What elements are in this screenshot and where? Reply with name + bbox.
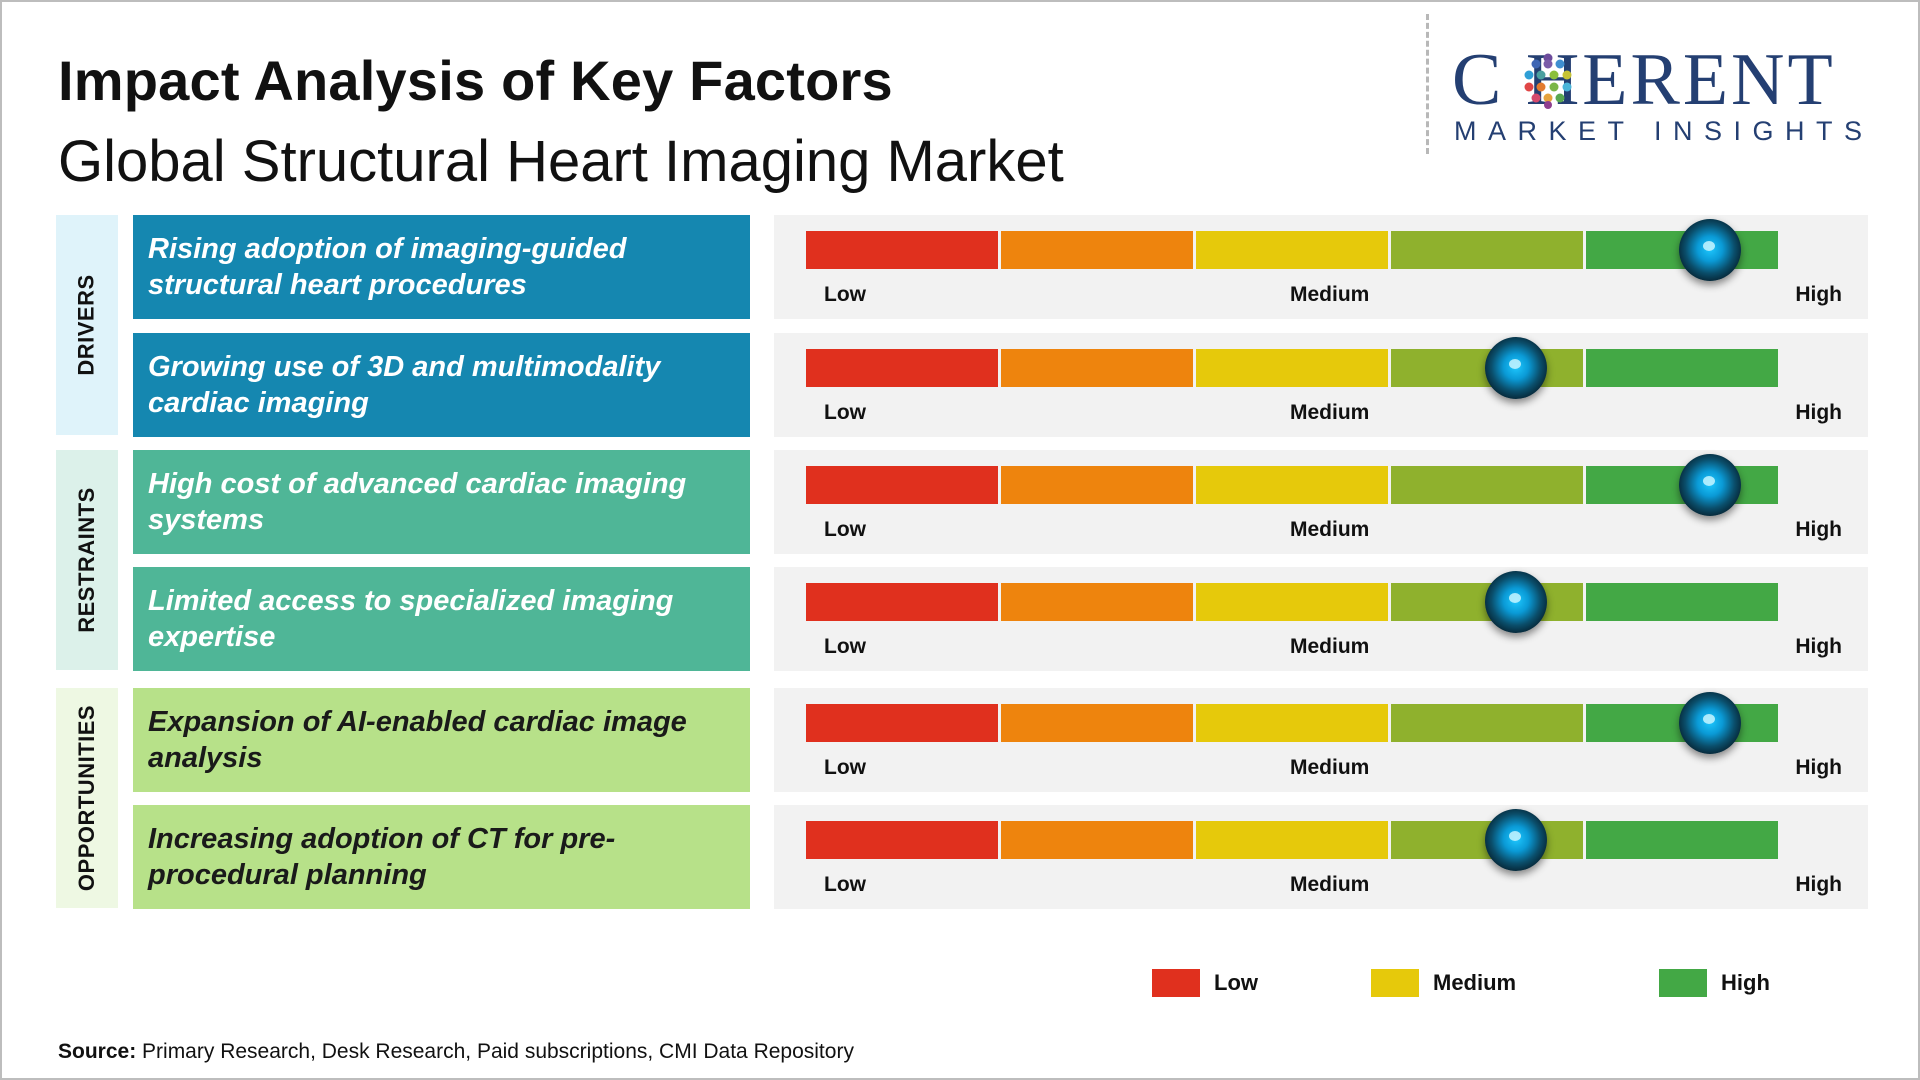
scale-segment xyxy=(806,704,998,742)
impact-meter: Low Medium High xyxy=(774,450,1868,554)
scale-segment xyxy=(1586,821,1778,859)
legend-item-low: Low xyxy=(1152,968,1258,998)
source-label: Source: xyxy=(58,1040,137,1063)
impact-scale-bar xyxy=(806,583,1778,621)
impact-meter: Low Medium High xyxy=(774,567,1868,671)
category-tab-opportunities: OPPORTUNITIES xyxy=(56,688,118,908)
factor-label: Increasing adoption of CT for pre-proced… xyxy=(148,823,616,891)
impact-meter: Low Medium High xyxy=(774,805,1868,909)
scale-label-high: High xyxy=(1795,518,1842,541)
scale-label-low: Low xyxy=(824,401,866,424)
impact-indicator-knob xyxy=(1484,337,1547,399)
source-note: Source: Primary Research, Desk Research,… xyxy=(58,1040,854,1064)
scale-segment xyxy=(1001,466,1193,504)
scale-segment xyxy=(806,583,998,621)
legend-swatch-high xyxy=(1659,969,1707,997)
legend-item-medium: Medium xyxy=(1371,968,1516,998)
scale-label-medium: Medium xyxy=(1290,635,1370,658)
scale-label-low: Low xyxy=(824,283,866,306)
impact-meter: Low Medium High xyxy=(774,333,1868,437)
impact-scale-bar xyxy=(806,821,1778,859)
scale-segment xyxy=(1391,466,1583,504)
legend-label-medium: Medium xyxy=(1433,970,1517,995)
impact-scale-bar xyxy=(806,704,1778,742)
impact-scale-bar xyxy=(806,349,1778,387)
scale-label-low: Low xyxy=(824,756,866,779)
scale-segment xyxy=(1196,821,1388,859)
logo-wordmark: C HERENT xyxy=(1452,39,1836,121)
impact-scale-bar xyxy=(806,466,1778,504)
coherent-logo: C HERENT MARKET INSIGHTS xyxy=(1452,40,1892,150)
scale-segment xyxy=(806,349,998,387)
factor-box: High cost of advanced cardiac imaging sy… xyxy=(133,450,750,554)
page-title: Impact Analysis of Key Factors xyxy=(58,49,893,112)
impact-indicator-knob xyxy=(1484,809,1547,871)
scale-label-medium: Medium xyxy=(1290,518,1370,541)
legend-swatch-low xyxy=(1152,969,1200,997)
scale-segment xyxy=(1586,583,1778,621)
logo-divider xyxy=(1426,14,1429,154)
scale-label-high: High xyxy=(1795,756,1842,779)
impact-indicator-knob xyxy=(1678,219,1741,281)
factor-label: Growing use of 3D and multimodality card… xyxy=(148,351,661,419)
logo-tagline: MARKET INSIGHTS xyxy=(1454,116,1874,146)
category-label-opportunities: OPPORTUNITIES xyxy=(74,704,99,892)
scale-segment xyxy=(806,231,998,269)
impact-indicator-knob xyxy=(1678,454,1741,516)
scale-label-low: Low xyxy=(824,518,866,541)
scale-label-medium: Medium xyxy=(1290,756,1370,779)
factor-box: Growing use of 3D and multimodality card… xyxy=(133,333,750,437)
scale-label-low: Low xyxy=(824,635,866,658)
page-subtitle: Global Structural Heart Imaging Market xyxy=(58,129,1064,194)
scale-segment xyxy=(1391,704,1583,742)
category-tab-restraints: RESTRAINTS xyxy=(56,450,118,670)
factor-box: Limited access to specialized imaging ex… xyxy=(133,567,750,671)
scale-label-high: High xyxy=(1795,283,1842,306)
scale-segment xyxy=(1586,349,1778,387)
scale-label-medium: Medium xyxy=(1290,283,1370,306)
scale-segment xyxy=(806,821,998,859)
scale-segment xyxy=(1391,231,1583,269)
scale-segment xyxy=(1001,583,1193,621)
legend-label-high: High xyxy=(1721,970,1770,995)
impact-meter: Low Medium High xyxy=(774,688,1868,792)
scale-segment xyxy=(1196,466,1388,504)
category-label-drivers: DRIVERS xyxy=(74,274,100,376)
category-tab-drivers: DRIVERS xyxy=(56,215,118,435)
category-label-restraints: RESTRAINTS xyxy=(74,487,99,633)
scale-segment xyxy=(1001,704,1193,742)
factor-label: Limited access to specialized imaging ex… xyxy=(148,585,674,653)
impact-indicator-knob xyxy=(1678,692,1741,754)
legend-label-low: Low xyxy=(1214,970,1258,995)
factor-box: Rising adoption of imaging-guided struct… xyxy=(133,215,750,319)
impact-scale-bar xyxy=(806,231,1778,269)
scale-label-high: High xyxy=(1795,873,1842,896)
scale-segment xyxy=(1001,231,1193,269)
legend-item-high: High xyxy=(1659,968,1770,998)
scale-segment xyxy=(1196,231,1388,269)
impact-indicator-knob xyxy=(1484,571,1547,633)
source-text: Primary Research, Desk Research, Paid su… xyxy=(136,1040,854,1063)
scale-segment xyxy=(1001,349,1193,387)
factor-box: Increasing adoption of CT for pre-proced… xyxy=(133,805,750,909)
scale-label-medium: Medium xyxy=(1290,401,1370,424)
scale-segment xyxy=(1001,821,1193,859)
scale-segment xyxy=(1196,704,1388,742)
scale-label-medium: Medium xyxy=(1290,873,1370,896)
factor-label: Rising adoption of imaging-guided struct… xyxy=(148,233,627,301)
scale-label-high: High xyxy=(1795,401,1842,424)
scale-label-high: High xyxy=(1795,635,1842,658)
scale-segment xyxy=(1196,583,1388,621)
scale-label-low: Low xyxy=(824,873,866,896)
impact-meter: Low Medium High xyxy=(774,215,1868,319)
legend-swatch-medium xyxy=(1371,969,1419,997)
factor-label: Expansion of AI-enabled cardiac image an… xyxy=(148,706,687,774)
factor-box: Expansion of AI-enabled cardiac image an… xyxy=(133,688,750,792)
logo-dot-grid-icon xyxy=(1524,53,1572,109)
factor-label: High cost of advanced cardiac imaging sy… xyxy=(148,468,687,536)
scale-segment xyxy=(806,466,998,504)
scale-segment xyxy=(1196,349,1388,387)
